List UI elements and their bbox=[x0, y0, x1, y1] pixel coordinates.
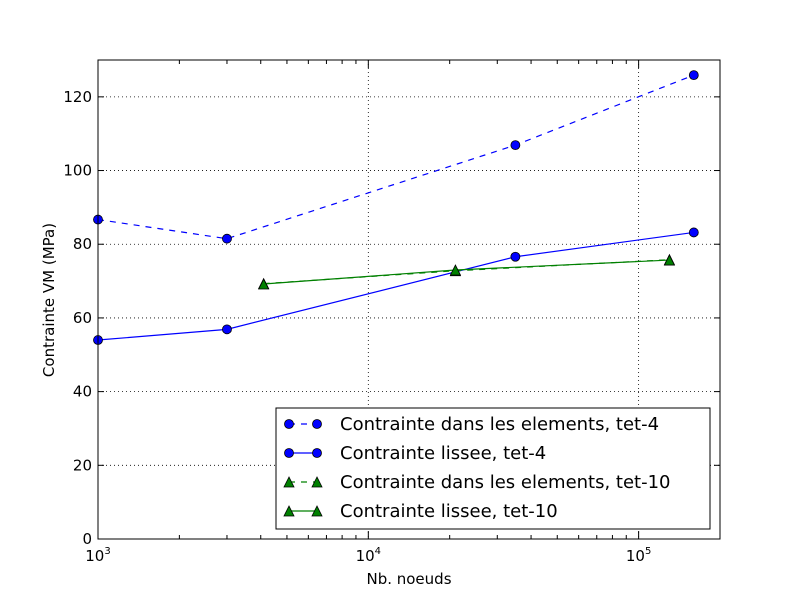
series-line bbox=[97, 231, 694, 341]
y-tick-label: 40 bbox=[73, 383, 92, 401]
legend-label: Contrainte dans les elements, tet-10 bbox=[340, 472, 671, 493]
legend-marker bbox=[312, 419, 322, 429]
x-tick-labels: 103 104 105 bbox=[85, 546, 651, 565]
x-axis-label: Nb. noeuds bbox=[366, 570, 451, 588]
legend-entry: Contrainte dans les elements, tet-4 bbox=[284, 414, 659, 435]
y-axis-label: Contrainte VM (MPa) bbox=[40, 223, 58, 377]
x-tick-label: 105 bbox=[626, 546, 651, 565]
data-point bbox=[663, 254, 676, 266]
y-tick-label: 20 bbox=[73, 456, 92, 474]
legend-marker bbox=[284, 448, 294, 458]
y-tick-label: 0 bbox=[82, 530, 92, 548]
legend-entry: Contrainte lissee, tet-10 bbox=[283, 501, 558, 522]
y-tick-label: 60 bbox=[73, 309, 92, 327]
data-point bbox=[257, 278, 270, 290]
y-tick-label: 120 bbox=[63, 88, 92, 106]
data-point bbox=[510, 251, 521, 262]
data-point bbox=[222, 233, 232, 244]
legend-marker bbox=[283, 476, 295, 488]
data-point bbox=[688, 70, 699, 81]
y-tick-label: 100 bbox=[63, 162, 92, 180]
data-point bbox=[449, 264, 462, 276]
legend-label: Contrainte lissee, tet-4 bbox=[340, 443, 546, 464]
legend-entry: Contrainte dans les elements, tet-10 bbox=[283, 472, 671, 493]
legend-entry: Contrainte lissee, tet-4 bbox=[284, 443, 546, 464]
series-group bbox=[93, 70, 699, 345]
legend: Contrainte dans les elements, tet-4 Contr… bbox=[275, 407, 711, 530]
plot-frame bbox=[97, 59, 721, 540]
series-4 bbox=[257, 254, 676, 290]
legend-box bbox=[275, 407, 711, 530]
legend-marker bbox=[283, 505, 295, 517]
x-tick-label: 104 bbox=[356, 546, 381, 565]
legend-marker bbox=[311, 505, 323, 517]
legend-label: Contrainte dans les elements, tet-4 bbox=[340, 414, 659, 435]
legend-marker bbox=[284, 419, 294, 429]
data-point bbox=[222, 324, 232, 335]
series-line bbox=[97, 74, 695, 240]
legend-marker bbox=[312, 448, 322, 458]
y-tick-label: 80 bbox=[73, 235, 92, 253]
legend-marker bbox=[311, 476, 323, 488]
legend-label: Contrainte lissee, tet-10 bbox=[340, 501, 558, 522]
data-point bbox=[510, 140, 521, 151]
x-tick-label: 103 bbox=[85, 546, 110, 565]
y-tick-labels: 0 20 40 60 80 100 120 bbox=[63, 88, 92, 548]
series-2 bbox=[93, 227, 699, 345]
data-point bbox=[688, 227, 699, 238]
minor-ticks bbox=[178, 60, 627, 539]
